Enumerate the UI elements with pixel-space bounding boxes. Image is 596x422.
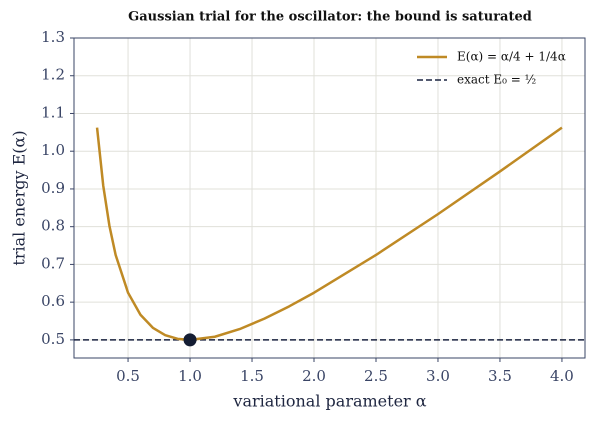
x-tick-label: 1.5 <box>240 367 264 385</box>
plot-frame <box>73 37 586 359</box>
x-tick-label: 3.5 <box>488 367 512 385</box>
y-tick-label: 0.5 <box>41 330 65 348</box>
legend-label: exact E₀ = ½ <box>457 73 536 87</box>
data-line <box>95 126 563 342</box>
y-tick-label: 0.9 <box>41 179 65 197</box>
y-tick-label: 0.7 <box>41 254 65 272</box>
legend-label: E(α) = α/4 + 1/4α <box>457 50 566 64</box>
y-tick-label: 1.0 <box>41 141 65 159</box>
x-tick-label: 3.0 <box>426 367 450 385</box>
y-tick-label: 0.8 <box>41 217 65 235</box>
x-tick-label: 2.5 <box>364 367 388 385</box>
x-tick-label: 4.0 <box>550 367 574 385</box>
y-tick-label: 0.6 <box>41 292 65 310</box>
x-tick-label: 1.0 <box>178 367 202 385</box>
x-tick-label: 2.0 <box>302 367 326 385</box>
y-axis-label: trial energy E(α) <box>10 130 29 265</box>
minimum-point <box>183 333 197 347</box>
y-tick-label: 1.2 <box>41 66 65 84</box>
x-tick-label: 0.5 <box>116 367 140 385</box>
x-axis-label: variational parameter α <box>232 392 426 411</box>
y-tick-label: 1.3 <box>41 28 65 46</box>
y-tick-label: 1.1 <box>41 103 65 121</box>
chart-title: Gaussian trial for the oscillator: the b… <box>128 10 532 25</box>
